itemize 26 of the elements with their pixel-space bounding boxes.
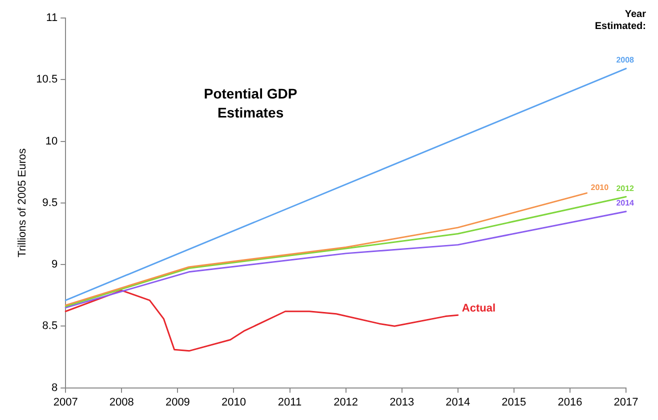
- y-tick-label: 9: [51, 258, 58, 271]
- y-tick-label: 10: [45, 135, 58, 148]
- x-tick-label: 2014: [446, 396, 470, 408]
- x-tick-label: 2016: [558, 396, 582, 408]
- x-tick-label: 2009: [165, 396, 190, 408]
- series-label: 2008: [616, 56, 635, 65]
- text: Potential GDP Estimates: [204, 85, 298, 120]
- x-tick-label: 2011: [278, 396, 302, 408]
- x-tick-label: 2015: [502, 396, 526, 408]
- x-tick-label: 2013: [390, 396, 414, 408]
- series-label: Actual: [462, 302, 496, 315]
- legend-title: Year Estimated:: [594, 8, 646, 32]
- x-tick-label: 2007: [53, 396, 78, 408]
- y-tick-label: 8.5: [42, 320, 58, 332]
- x-tick-label: 2017: [614, 396, 638, 408]
- x-tick-label: 2012: [334, 396, 358, 408]
- y-tick-label: 8: [51, 382, 58, 394]
- series-label: 2010: [590, 183, 610, 192]
- x-tick-label: 2010: [221, 396, 246, 408]
- y-axis-title: Trillions of 2005 Euros: [16, 148, 29, 258]
- x-tick-label: 2008: [109, 396, 134, 408]
- y-tick-label: 11: [46, 12, 58, 24]
- y-tick-label: 10.5: [36, 74, 58, 86]
- y-tick-label: 9.5: [42, 196, 58, 209]
- series-label: 2014: [616, 198, 635, 208]
- series-label: 2012: [616, 184, 635, 193]
